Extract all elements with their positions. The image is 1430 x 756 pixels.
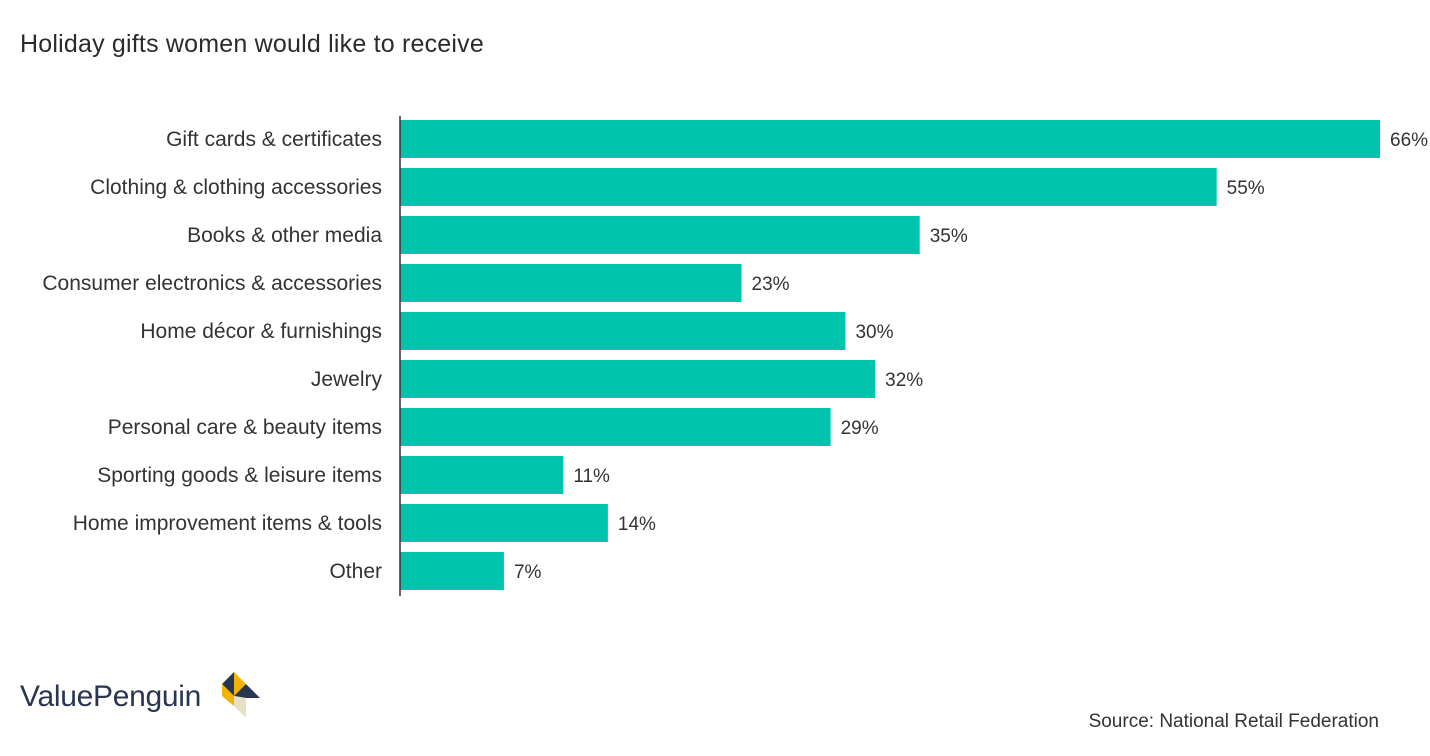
bar-3	[400, 264, 742, 302]
bar-8	[400, 504, 608, 542]
category-label-4: Home décor & furnishings	[140, 320, 382, 343]
value-labels-group: 66% 55% 35% 23% 30% 32% 29% 11% 14% 7%	[514, 130, 1428, 583]
bar-7	[400, 456, 564, 494]
bar-1	[400, 168, 1217, 206]
category-label-2: Books & other media	[187, 224, 382, 247]
category-labels-group: Gift cards & certificates Clothing & clot…	[42, 128, 382, 583]
penguin-logo-icon	[222, 672, 260, 718]
bars-group	[400, 120, 1380, 590]
value-label-1: 55%	[1227, 178, 1265, 199]
brand-name: ValuePenguin	[20, 680, 201, 713]
category-label-5: Jewelry	[311, 368, 383, 391]
value-label-9: 7%	[514, 562, 542, 583]
bar-6	[400, 408, 831, 446]
category-label-0: Gift cards & certificates	[166, 128, 382, 151]
value-label-7: 11%	[573, 466, 610, 487]
category-label-7: Sporting goods & leisure items	[97, 464, 382, 487]
value-label-5: 32%	[885, 370, 923, 391]
value-label-0: 66%	[1390, 130, 1428, 151]
category-label-6: Personal care & beauty items	[108, 416, 382, 439]
category-label-8: Home improvement items & tools	[73, 512, 382, 535]
category-label-9: Other	[329, 560, 382, 583]
source-note: Source: National Retail Federation	[1088, 711, 1379, 732]
chart-title: Holiday gifts women would like to receiv…	[20, 30, 484, 58]
bar-4	[400, 312, 846, 350]
bar-5	[400, 360, 876, 398]
category-label-3: Consumer electronics & accessories	[42, 272, 382, 295]
value-label-3: 23%	[752, 274, 790, 295]
value-label-2: 35%	[930, 226, 968, 247]
value-label-6: 29%	[841, 418, 879, 439]
bar-9	[400, 552, 504, 590]
valuepenguin-logo: ValuePenguin	[20, 672, 260, 722]
value-label-8: 14%	[618, 514, 656, 535]
value-label-4: 30%	[855, 322, 893, 343]
bar-chart: Gift cards & certificates Clothing & clot…	[42, 116, 1428, 596]
bar-2	[400, 216, 920, 254]
category-label-1: Clothing & clothing accessories	[90, 176, 382, 199]
bar-0	[400, 120, 1380, 158]
